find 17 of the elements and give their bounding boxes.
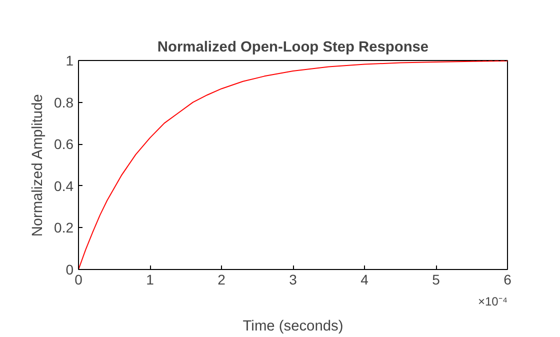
y-tick-label: 0.6 [54, 136, 74, 152]
x-tick-label: 2 [218, 272, 226, 288]
x-tick-label: 6 [504, 272, 512, 288]
y-tick-label: 0.4 [54, 178, 74, 194]
y-tick-label: 0 [66, 262, 74, 278]
y-axis-title: Normalized Amplitude [30, 94, 46, 237]
y-tick-label: 0.8 [54, 94, 74, 110]
y-tick-label: 1 [66, 52, 74, 68]
y-tick-label: 0.2 [54, 220, 74, 236]
x-axis-title: Time (seconds) [242, 318, 344, 334]
chart-title: Normalized Open-Loop Step Response [157, 40, 429, 56]
text: ×10⁻⁴ [478, 294, 508, 308]
x-tick-label: 1 [146, 272, 154, 288]
x-tick-label: 3 [289, 272, 298, 288]
x-tick-label: 5 [432, 272, 440, 288]
x-tick-label: 4 [360, 272, 369, 288]
line-series [78, 60, 508, 270]
